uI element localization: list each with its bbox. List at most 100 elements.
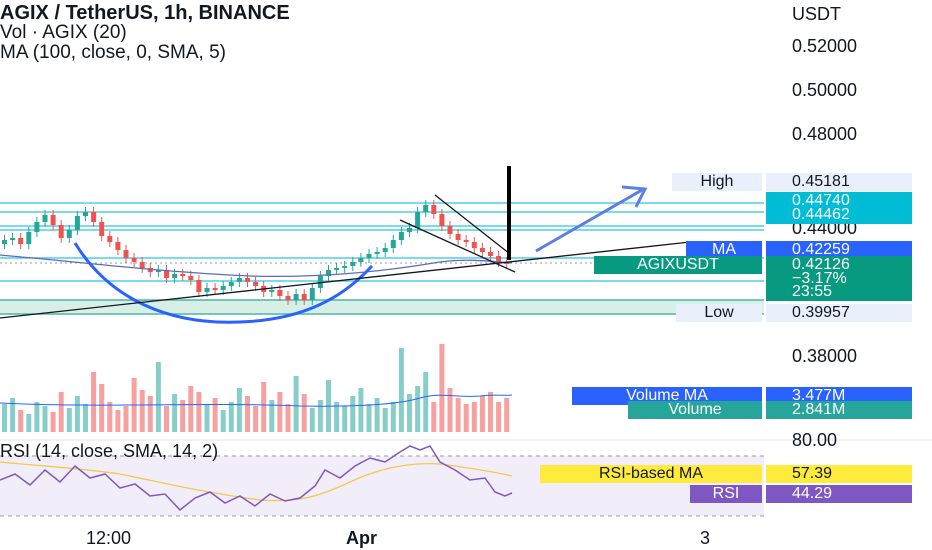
volume-bar [253, 406, 259, 432]
candle-body [350, 262, 356, 266]
candle-body [196, 280, 202, 292]
volume-bar [269, 400, 275, 432]
candle-body [431, 205, 437, 214]
rsi-title[interactable]: RSI (14, close, SMA, 14, 2) [0, 441, 219, 461]
volume-ma-label: Volume MA [572, 387, 762, 405]
volume-bar [83, 404, 88, 432]
candle-body [172, 274, 178, 278]
candle-body [447, 226, 453, 234]
rsi-ma-value: 57.39 [766, 465, 912, 483]
candle-body [228, 282, 234, 286]
ma-label: MA [686, 241, 762, 259]
volume-bar [447, 388, 453, 432]
candle-body [66, 230, 72, 238]
low-label: Low [676, 304, 762, 322]
candle-body [123, 250, 129, 258]
price-tick: 0.52000 [792, 36, 857, 56]
volume-bar [26, 414, 32, 432]
support-zone [0, 300, 764, 314]
candle-body [10, 238, 16, 240]
volume-bar [285, 404, 291, 432]
volume-bar [228, 402, 234, 432]
candle-body [334, 268, 340, 270]
drawings [0, 166, 691, 324]
volume-bar [455, 398, 461, 432]
volume-bar [204, 404, 210, 432]
ma-indicator-legend[interactable]: MA (100, close, 0, SMA, 5) [0, 42, 226, 63]
volume-bar [358, 388, 364, 432]
volume-bar [2, 404, 7, 432]
volume-bar [366, 404, 372, 432]
volume-bar [293, 376, 299, 432]
trend-line [0, 241, 691, 319]
candle-body [50, 215, 56, 225]
volume-bar [423, 372, 429, 432]
candle-body [423, 205, 429, 212]
volume-bar [139, 390, 145, 432]
price-tick: 0.48000 [792, 124, 857, 144]
high-label: High [672, 173, 762, 191]
volume-bar [261, 382, 267, 432]
candle-body [26, 232, 32, 244]
candle-body [382, 248, 388, 252]
volume-bar [415, 386, 421, 432]
rsi-label: RSI [690, 485, 762, 503]
candle-body [253, 282, 259, 286]
ma-line [0, 254, 513, 278]
candle-body [285, 296, 291, 300]
target-arrow [535, 188, 643, 253]
candle-body [34, 222, 40, 232]
volume-bar [115, 410, 121, 432]
volume-bar [50, 412, 56, 432]
volume-ma-value: 3.477M [766, 387, 912, 405]
volume-indicator-legend[interactable]: Vol · AGIX (20) [0, 22, 127, 43]
volume-bar [99, 384, 105, 432]
volume-bar [155, 362, 161, 432]
candle-body [342, 266, 348, 268]
volume-value: 2.841M [766, 401, 912, 419]
volume-bar [309, 408, 315, 432]
candle-body [269, 290, 275, 292]
volume-bar [220, 410, 226, 432]
volume-bar [350, 396, 356, 432]
price-axis-currency: USDT [792, 4, 841, 24]
candlesticks [2, 200, 510, 305]
level-value-1: 0.44740 [766, 192, 912, 210]
candle-body [212, 288, 218, 290]
bar-countdown: 23:55 [766, 283, 912, 301]
volume-bar [431, 402, 437, 432]
volume-ma-line [0, 394, 513, 407]
volume-bar [123, 406, 129, 432]
candle-body [115, 242, 121, 250]
candle-body [180, 274, 186, 276]
volume-bar [164, 406, 169, 432]
candle-body [188, 276, 194, 280]
volume-bar [277, 392, 283, 432]
volume-bar [42, 406, 48, 432]
volume-bar [317, 400, 323, 432]
volume-bar [374, 398, 380, 432]
candle-body [455, 234, 461, 240]
volume-bar [196, 392, 202, 432]
chart-title[interactable]: AGIX / TetherUS, 1h, BINANCE [0, 2, 290, 24]
volume-bar [342, 406, 348, 432]
candle-body [374, 252, 380, 254]
volume-bar [18, 410, 24, 432]
candle-body [479, 248, 485, 252]
candle-body [83, 212, 88, 216]
volume-bar [301, 394, 307, 432]
candle-body [366, 254, 372, 258]
candle-body [358, 258, 364, 262]
volume-bar [66, 408, 72, 432]
time-label-apr: Apr [346, 528, 377, 548]
last-price-value: 0.42126 [766, 256, 912, 274]
candle-body [2, 240, 7, 244]
volume-bar [439, 344, 445, 432]
volume-bar [74, 396, 80, 432]
volume-bar [407, 394, 412, 432]
candle-body [293, 294, 299, 300]
rsi-axis-top: 80.00 [792, 430, 837, 450]
candle-body [496, 256, 502, 262]
candle-body [463, 240, 469, 242]
candle-body [407, 228, 412, 232]
